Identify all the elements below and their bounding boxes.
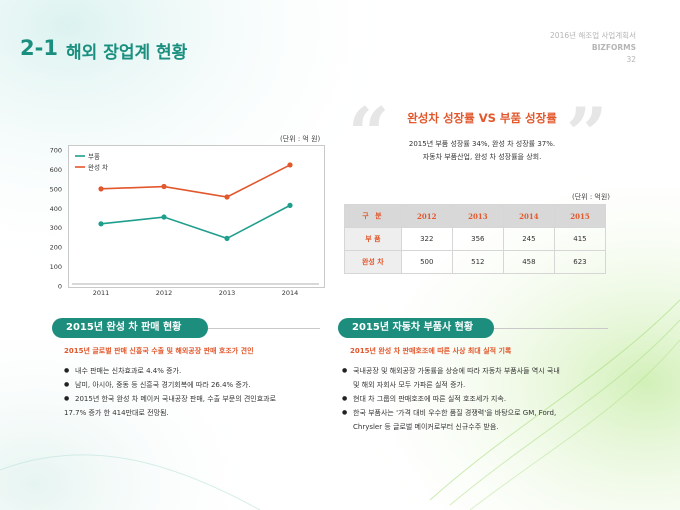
data-point <box>287 202 293 208</box>
list-item-continuation: 및 해외 자회사 모두 가파른 실적 증가. <box>353 381 466 389</box>
table-row: 부 품 322 356 245 415 <box>344 227 607 251</box>
list-item: 2015년 한국 완성 차 메이커 국내공장 판매, 수출 부문의 견인효과로 <box>64 392 334 406</box>
section-number: 2-1 <box>20 36 58 60</box>
y-tick-label: 500 <box>50 185 62 193</box>
y-tick-label: 400 <box>50 205 62 213</box>
close-quote-icon: ” <box>566 91 608 176</box>
list-item-continuation: 17.7% 증가 한 414만대로 전망됨. <box>64 409 169 417</box>
legend-label: 완성 차 <box>88 163 108 172</box>
data-point <box>98 221 104 227</box>
y-tick-label: 0 <box>58 283 62 291</box>
data-table: 구 분 2012 2013 2014 2015 부 품 322 356 245 … <box>344 204 607 274</box>
table-cell: 512 <box>451 250 504 274</box>
series-line <box>100 164 291 198</box>
table-header-row: 구 분 2012 2013 2014 2015 <box>344 204 607 228</box>
quote-line: 2015년 부품 성장률 34%, 완성 차 성장률 37%. <box>408 140 556 148</box>
table-row-label: 완성 차 <box>344 250 402 274</box>
list-item: 한국 부품사는 '가격 대비 우수한 품질 경쟁력'을 바탕으로 GM, For… <box>342 406 614 420</box>
quote-line: 자동차 부품산업, 완성 차 성장률을 상회. <box>422 153 542 161</box>
chart-unit-label: (단위 : 억 원) <box>280 135 321 143</box>
list-item: 내수 판매는 신차효과로 4.4% 증가. <box>64 364 334 378</box>
doc-title: 2016년 해조업 사업계획서 <box>550 31 636 40</box>
table-cell: 245 <box>502 227 555 251</box>
y-tick-label: 100 <box>50 263 62 271</box>
table-cell: 322 <box>400 227 453 251</box>
bullet-list: 국내공장 및 해외공장 가동률을 상승에 따라 자동차 부품사들 역시 국내 및… <box>342 364 614 434</box>
list-item-continuation: Chrysler 등 글로벌 메이커로부터 신규수주 받음. <box>353 423 499 431</box>
table-cell: 623 <box>553 250 607 274</box>
table-header-cell: 2013 <box>451 204 504 228</box>
table-header-cell: 2012 <box>400 204 453 228</box>
data-point <box>224 194 230 200</box>
data-point <box>224 235 230 241</box>
section-subheading: 2015년 완성 차 판매호조에 따른 사상 최대 실적 기록 <box>350 347 512 355</box>
quote-subtitle: 2015년 부품 성장률 34%, 완성 차 성장률 37%. 자동차 부품산업… <box>380 138 584 164</box>
y-tick-label: 200 <box>50 244 62 252</box>
list-item: 현대 차 그룹의 판매호조에 따른 실적 호조세가 지속. <box>342 392 614 406</box>
table-header-cell: 2014 <box>502 204 555 228</box>
x-tick-label: 2014 <box>282 289 299 297</box>
table-unit-label: (단위 : 억원) <box>572 193 611 201</box>
page-number: 32 <box>626 55 636 64</box>
bullet-list: 내수 판매는 신차효과로 4.4% 증가. 남미, 아시아, 중동 등 신흥국 … <box>64 364 334 420</box>
table-row: 완성 차 500 512 458 623 <box>344 250 607 274</box>
data-point <box>161 214 167 220</box>
y-tick-label: 600 <box>50 166 62 174</box>
x-tick-label: 2012 <box>156 289 173 297</box>
page-title: 해외 장업계 현황 <box>66 43 188 63</box>
brand-name: BIZFORMS <box>591 43 636 52</box>
section-subheading: 2015년 글로벌 판매 신흥국 수출 및 해외공장 판매 호조가 견인 <box>64 347 254 355</box>
open-quote-icon: “ <box>348 91 390 176</box>
table-cell: 415 <box>553 227 607 251</box>
table-row-label: 부 품 <box>344 227 402 251</box>
table-header-cell: 구 분 <box>344 204 402 228</box>
legend-label: 부품 <box>88 153 100 161</box>
data-point <box>98 186 104 192</box>
y-tick-label: 300 <box>50 224 62 232</box>
section-pill-sales: 2015년 완성 차 판매 현황 <box>52 318 208 338</box>
list-item: 남미, 아시아, 중동 등 신흥국 경기회복에 따라 26.4% 증가. <box>64 378 334 392</box>
doc-header: 2016년 해조업 사업계획서 BIZFORMS 32 <box>550 30 636 66</box>
table-header-cell: 2015 <box>553 204 607 228</box>
list-item: 국내공장 및 해외공장 가동률을 상승에 따라 자동차 부품사들 역시 국내 <box>342 364 614 378</box>
quote-title: 완성차 성장률 VS 부품 성장률 <box>407 111 557 125</box>
section-pill-parts: 2015년 자동차 부품사 현황 <box>338 318 494 338</box>
data-point <box>161 183 167 190</box>
table-cell: 500 <box>400 250 453 274</box>
x-tick-label: 2013 <box>219 289 236 297</box>
x-tick-label: 2011 <box>93 289 110 297</box>
table-cell: 458 <box>502 250 555 274</box>
data-point <box>287 162 293 168</box>
series-line <box>100 204 291 240</box>
y-tick-label: 700 <box>50 147 62 155</box>
table-cell: 356 <box>451 227 504 251</box>
